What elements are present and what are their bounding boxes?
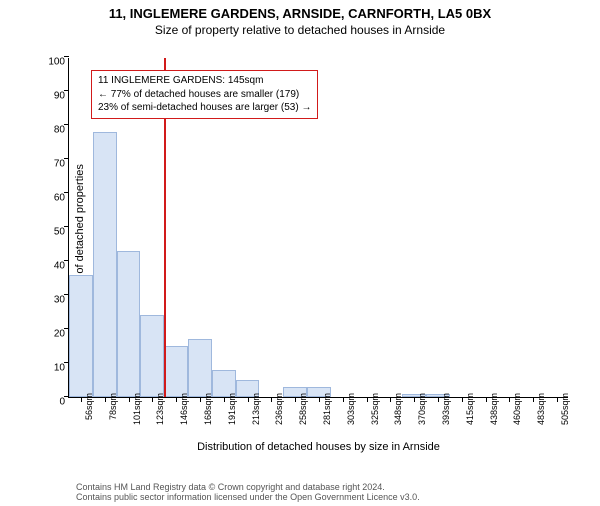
histogram-bar <box>117 251 141 397</box>
x-tick-mark <box>81 397 82 402</box>
y-tick-label: 20 <box>39 329 65 340</box>
chart-area: Number of detached properties Distributi… <box>48 50 576 430</box>
x-tick-mark <box>486 397 487 402</box>
y-tick-mark <box>64 226 69 227</box>
chart-subtitle: Size of property relative to detached ho… <box>0 23 600 37</box>
x-tick-label: 415sqm <box>465 393 475 425</box>
y-tick-mark <box>64 90 69 91</box>
y-tick-mark <box>64 124 69 125</box>
y-tick-label: 90 <box>39 91 65 102</box>
x-tick-mark <box>271 397 272 402</box>
x-tick-label: 123sqm <box>155 393 165 425</box>
y-tick-mark <box>64 192 69 193</box>
x-tick-label: 168sqm <box>203 393 213 425</box>
x-tick-label: 438sqm <box>489 393 499 425</box>
histogram-bar <box>164 346 188 397</box>
x-tick-mark <box>414 397 415 402</box>
legend-line: ← 77% of detached houses are smaller (17… <box>98 88 311 102</box>
x-tick-label: 101sqm <box>132 393 142 425</box>
x-tick-mark <box>248 397 249 402</box>
x-tick-mark <box>438 397 439 402</box>
x-tick-mark <box>105 397 106 402</box>
x-tick-label: 325sqm <box>370 393 380 425</box>
x-axis-label: Distribution of detached houses by size … <box>197 441 440 453</box>
legend-line: 11 INGLEMERE GARDENS: 145sqm <box>98 74 311 88</box>
x-tick-mark <box>557 397 558 402</box>
y-tick-mark <box>64 158 69 159</box>
y-tick-label: 10 <box>39 363 65 374</box>
x-tick-label: 303sqm <box>346 393 356 425</box>
x-tick-mark <box>152 397 153 402</box>
histogram-bar <box>93 132 117 397</box>
x-tick-label: 483sqm <box>536 393 546 425</box>
y-tick-label: 30 <box>39 295 65 306</box>
x-tick-mark <box>200 397 201 402</box>
footer-attribution: Contains HM Land Registry data © Crown c… <box>76 482 420 502</box>
histogram-bar <box>188 339 212 397</box>
x-tick-mark <box>224 397 225 402</box>
x-tick-label: 56sqm <box>84 393 94 420</box>
footer-line-2: Contains public sector information licen… <box>76 492 420 502</box>
x-tick-mark <box>462 397 463 402</box>
y-tick-mark <box>64 260 69 261</box>
x-tick-label: 370sqm <box>417 393 427 425</box>
x-tick-mark <box>343 397 344 402</box>
x-tick-mark <box>367 397 368 402</box>
histogram-bar <box>140 315 164 397</box>
footer-line-1: Contains HM Land Registry data © Crown c… <box>76 482 420 492</box>
x-tick-label: 393sqm <box>441 393 451 425</box>
chart-title: 11, INGLEMERE GARDENS, ARNSIDE, CARNFORT… <box>0 6 600 21</box>
y-tick-label: 0 <box>39 397 65 408</box>
y-tick-label: 70 <box>39 159 65 170</box>
x-tick-label: 258sqm <box>298 393 308 425</box>
x-tick-mark <box>533 397 534 402</box>
x-tick-label: 191sqm <box>227 393 237 425</box>
x-tick-label: 281sqm <box>322 393 332 425</box>
y-tick-mark <box>64 56 69 57</box>
legend-box: 11 INGLEMERE GARDENS: 145sqm← 77% of det… <box>91 70 318 119</box>
x-tick-label: 146sqm <box>179 393 189 425</box>
x-tick-mark <box>295 397 296 402</box>
x-tick-label: 236sqm <box>274 393 284 425</box>
title-block: 11, INGLEMERE GARDENS, ARNSIDE, CARNFORT… <box>0 6 600 37</box>
x-tick-mark <box>129 397 130 402</box>
x-tick-label: 348sqm <box>393 393 403 425</box>
y-tick-label: 40 <box>39 261 65 272</box>
x-tick-mark <box>176 397 177 402</box>
y-tick-label: 60 <box>39 193 65 204</box>
x-tick-mark <box>390 397 391 402</box>
y-tick-label: 80 <box>39 125 65 136</box>
x-tick-label: 460sqm <box>512 393 522 425</box>
histogram-bar <box>69 275 93 397</box>
legend-line: 23% of semi-detached houses are larger (… <box>98 101 311 115</box>
y-tick-label: 50 <box>39 227 65 238</box>
plot-area: Distribution of detached houses by size … <box>68 58 568 398</box>
x-tick-mark <box>319 397 320 402</box>
y-tick-label: 100 <box>39 57 65 68</box>
x-tick-label: 213sqm <box>251 393 261 425</box>
x-tick-label: 505sqm <box>560 393 570 425</box>
x-tick-mark <box>509 397 510 402</box>
x-tick-label: 78sqm <box>108 393 118 420</box>
